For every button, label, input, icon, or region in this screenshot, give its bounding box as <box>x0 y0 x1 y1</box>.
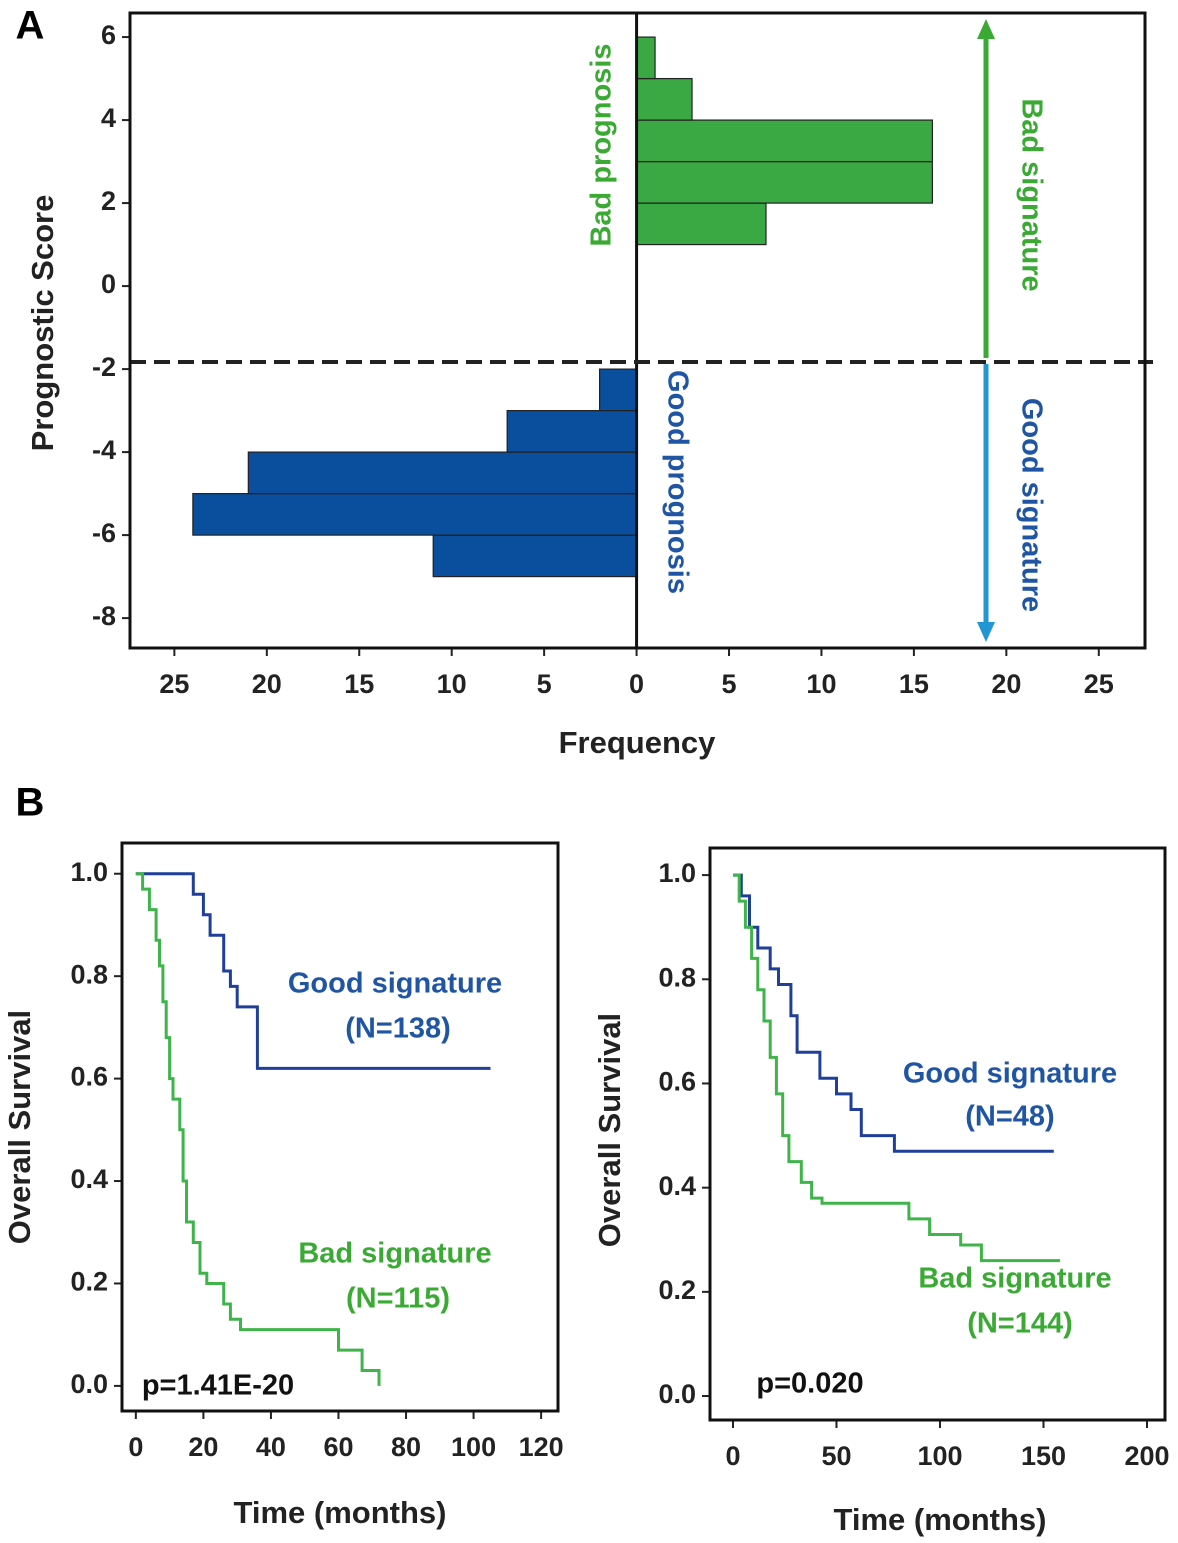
annotation: p=0.020 <box>756 1368 863 1400</box>
x-tick-label: 120 <box>519 1432 564 1462</box>
y-tick-label: 0.4 <box>658 1171 696 1201</box>
x-tick-label: 100 <box>451 1432 496 1462</box>
histogram-bar <box>635 36 656 80</box>
x-tick-label: 80 <box>391 1432 421 1462</box>
x-tick-label: 0 <box>128 1432 143 1462</box>
plot-frame <box>120 841 560 1413</box>
annotation: Good signature <box>903 1058 1117 1090</box>
annotation: Bad signature <box>298 1238 491 1270</box>
plot-frame <box>708 846 1167 1422</box>
x-axis-title: Time (months) <box>834 1502 1047 1537</box>
arrow-head <box>977 622 995 642</box>
x-tick-label: 20 <box>991 669 1021 699</box>
x-tick-label: 20 <box>252 669 282 699</box>
y-tick-label: 0.0 <box>70 1369 108 1399</box>
survival-curve <box>135 872 491 1070</box>
y-axis-title: Overall Survival <box>2 1010 37 1244</box>
y-tick-label: 1.0 <box>70 857 108 887</box>
x-tick-label: 100 <box>917 1441 962 1471</box>
y-tick-label: -6 <box>92 518 116 548</box>
y-tick-label: 0.4 <box>70 1164 108 1194</box>
panel-label: A <box>16 4 45 48</box>
x-tick-label: 0 <box>725 1441 740 1471</box>
annotation: Bad signature <box>918 1263 1111 1295</box>
x-tick-label: 25 <box>1084 669 1114 699</box>
annotation: Bad signature <box>1015 98 1047 291</box>
y-tick-label: 0.6 <box>658 1067 696 1097</box>
y-tick-label: 0.0 <box>658 1379 696 1409</box>
histogram-bar <box>432 534 638 578</box>
x-tick-label: 5 <box>722 669 737 699</box>
x-tick-label: 15 <box>899 669 929 699</box>
y-axis-title: Prognostic Score <box>25 195 60 452</box>
chart: A -8 -6 -4 -2 0 2 4 6 25 20 15 10 5 0 5 10 15 20 25 Prognost… <box>16 4 1153 760</box>
survival-curve <box>733 873 1060 1263</box>
histogram-bar <box>598 368 638 412</box>
y-tick-label: 4 <box>101 103 116 133</box>
y-tick-label: 6 <box>101 20 116 50</box>
y-tick-label: 0.6 <box>70 1062 108 1092</box>
histogram-bar <box>635 160 933 204</box>
annotation: Good signature <box>1015 398 1047 612</box>
x-tick-label: 5 <box>537 669 552 699</box>
annotation: (N=48) <box>965 1101 1054 1133</box>
panel-label: B <box>16 781 45 825</box>
x-tick-label: 20 <box>188 1432 218 1462</box>
x-tick-label: 0 <box>629 669 644 699</box>
x-tick-label: 50 <box>821 1441 851 1471</box>
x-tick-label: 150 <box>1021 1441 1066 1471</box>
x-axis-title: Frequency <box>559 725 717 760</box>
arrow-head <box>977 19 995 39</box>
x-tick-label: 10 <box>806 669 836 699</box>
annotation: Good prognosis <box>661 370 693 594</box>
histogram-bar <box>506 410 638 453</box>
x-tick-label: 15 <box>344 669 374 699</box>
survival-curve <box>135 872 381 1386</box>
plot-frame <box>128 11 1147 650</box>
y-tick-label: 0.8 <box>70 959 108 989</box>
histogram-bar <box>635 119 933 163</box>
x-tick-label: 25 <box>159 669 189 699</box>
annotation: (N=144) <box>967 1308 1073 1340</box>
annotation: Good signature <box>288 968 502 1000</box>
y-axis-title: Overall Survival <box>592 1013 627 1247</box>
y-tick-label: 2 <box>101 186 116 216</box>
histogram-bar <box>192 493 638 536</box>
histogram-bar <box>635 77 693 121</box>
y-tick-label: 0.2 <box>70 1267 108 1297</box>
y-tick-label: 0.2 <box>658 1275 696 1305</box>
annotation: p=1.41E-20 <box>142 1370 294 1402</box>
x-tick-label: 10 <box>437 669 467 699</box>
y-tick-label: 0.8 <box>658 962 696 992</box>
x-tick-label: 60 <box>323 1432 353 1462</box>
annotation: (N=138) <box>345 1013 451 1045</box>
annotation: (N=115) <box>346 1283 450 1315</box>
y-tick-label: -8 <box>92 601 116 631</box>
y-tick-label: 1.0 <box>658 858 696 888</box>
chart: B 0.0 0.2 0.4 0.6 0.8 1.0 0 20 40 60 80 100 120 Overal… <box>2 781 563 1531</box>
y-tick-label: -4 <box>92 435 116 465</box>
x-tick-label: 200 <box>1124 1441 1169 1471</box>
chart: 0.0 0.2 0.4 0.6 0.8 1.0 0 50 100 150 200 Overall Su… <box>592 846 1170 1537</box>
y-tick-label: -2 <box>92 352 116 382</box>
y-tick-label: 0 <box>101 269 116 299</box>
histogram-bar <box>635 202 767 246</box>
x-tick-label: 40 <box>256 1432 286 1462</box>
annotation: Bad prognosis <box>586 43 618 246</box>
x-axis-title: Time (months) <box>234 1495 447 1530</box>
histogram-bar <box>247 451 638 495</box>
